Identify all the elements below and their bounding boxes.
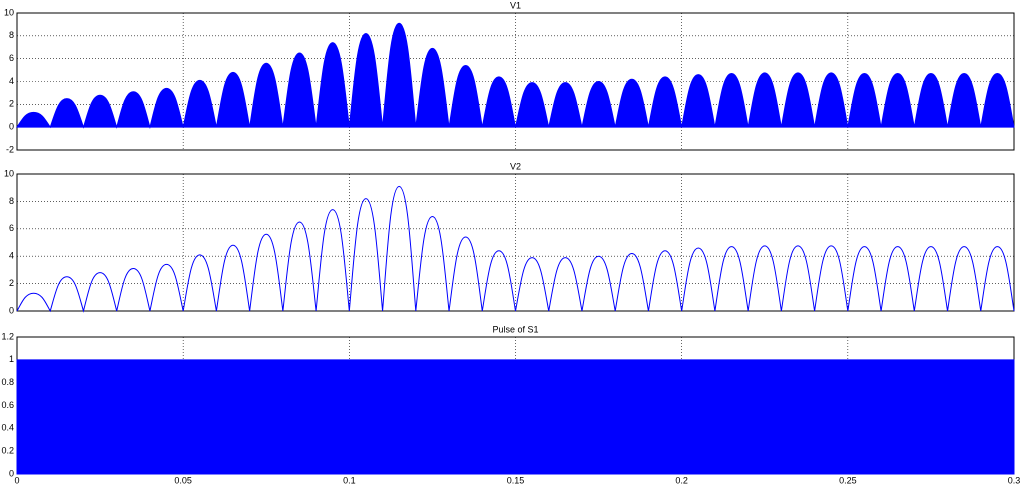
y-tick-label: 6 [9,223,14,233]
y-tick-label: 0 [9,122,14,132]
plot-area [16,173,1015,312]
y-tick-label: 0.2 [1,446,14,456]
y-tick-label: 2 [9,99,14,109]
y-tick-label: 0.8 [1,377,14,387]
y-tick-label: 10 [4,168,14,178]
y-tick-label: 0.4 [1,423,14,433]
x-tick-label: 0.15 [507,475,525,485]
area [16,22,1015,130]
y-tick-label: 4 [9,251,14,261]
chart-title: V1 [510,0,521,10]
y-tick-label: 10 [4,7,14,17]
y-tick-label: 0 [9,468,14,478]
y-tick-label: 6 [9,53,14,63]
x-tick-label: 0.2 [675,475,688,485]
y-tick-label: 0 [9,305,14,315]
chart-title: Pulse of S1 [492,324,538,334]
chart-title: V2 [510,161,521,171]
y-tick-label: 8 [9,196,14,206]
x-tick-label: 0.3 [1008,475,1021,485]
y-tick-label: 1.2 [1,331,14,341]
y-tick-label: -2 [6,144,14,154]
y-tick-label: 4 [9,76,14,86]
area [16,359,1015,475]
x-tick-label: 0 [14,475,19,485]
y-tick-label: 1 [9,354,14,364]
x-tick-label: 0.25 [839,475,857,485]
y-tick-label: 8 [9,30,14,40]
y-tick-label: 0.6 [1,400,14,410]
y-tick-label: 2 [9,278,14,288]
x-tick-label: 0.1 [343,475,356,485]
line [16,185,1015,313]
x-tick-label: 0.05 [174,475,192,485]
